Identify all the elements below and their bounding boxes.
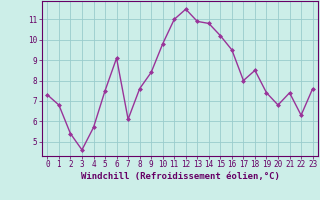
X-axis label: Windchill (Refroidissement éolien,°C): Windchill (Refroidissement éolien,°C) — [81, 172, 279, 181]
